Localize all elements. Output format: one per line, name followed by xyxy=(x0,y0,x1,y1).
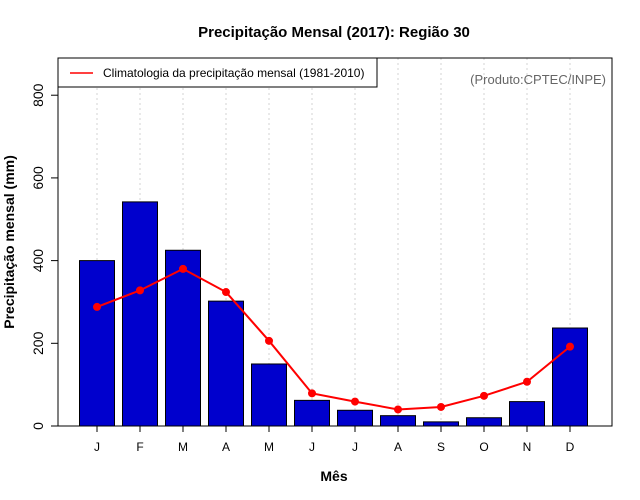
bar-f-2 xyxy=(122,201,158,427)
y-axis: 0 200 400 600 800 xyxy=(30,58,59,430)
y-tick-label: 800 xyxy=(30,83,46,107)
bar-a-8 xyxy=(380,415,416,427)
x-tick-label: N xyxy=(523,440,532,454)
climatology-point-11 xyxy=(523,377,531,386)
x-tick-label: J xyxy=(94,440,100,454)
x-tick-label: J xyxy=(309,440,315,454)
climatology-point-4 xyxy=(222,288,230,297)
x-tick-label: A xyxy=(222,440,230,454)
x-tick-label: S xyxy=(437,440,445,454)
bar-j-7 xyxy=(337,409,373,427)
climatology-point-3 xyxy=(179,264,187,273)
climatology-point-6 xyxy=(308,389,316,398)
climatology-point-2 xyxy=(136,286,144,295)
bar-n-11 xyxy=(509,401,545,427)
x-tick-label: M xyxy=(264,440,274,454)
climatology-point-1 xyxy=(93,302,101,311)
bar-m-3 xyxy=(165,249,201,427)
bar-o-10 xyxy=(466,417,502,427)
bar-series xyxy=(79,201,588,427)
bar-a-4 xyxy=(208,300,244,427)
x-tick-label: M xyxy=(178,440,188,454)
climatology-point-7 xyxy=(351,397,359,406)
climatology-line xyxy=(96,267,571,411)
climatology-point-10 xyxy=(480,391,488,400)
climatology-point-8 xyxy=(394,405,402,414)
bar-s-9 xyxy=(423,421,459,427)
x-tick-label: D xyxy=(566,440,575,454)
chart-title: Precipitação Mensal (2017): Região 30 xyxy=(198,24,470,41)
legend-box xyxy=(57,57,378,88)
y-tick-label: 600 xyxy=(30,166,46,190)
x-tick-label: O xyxy=(479,440,488,454)
bar-j-1 xyxy=(79,260,115,427)
x-tick-label: A xyxy=(394,440,402,454)
source-annotation: (Produto:CPTEC/INPE) xyxy=(470,72,606,87)
y-axis-label: Precipitação mensal (mm) xyxy=(1,155,17,329)
x-tick-label: F xyxy=(136,440,143,454)
climatology-point-5 xyxy=(265,336,273,345)
legend-label: Climatologia da precipitação mensal (198… xyxy=(103,66,364,80)
y-tick-label: 200 xyxy=(30,331,46,355)
legend: Climatologia da precipitação mensal (198… xyxy=(57,57,378,88)
bar-j-6 xyxy=(294,399,330,427)
x-tick-label: J xyxy=(352,440,358,454)
climatology-line-series xyxy=(93,264,574,414)
climatology-point-9 xyxy=(437,402,445,411)
bar-m-5 xyxy=(251,363,287,427)
climatology-point-12 xyxy=(566,342,574,351)
y-tick-label: 0 xyxy=(30,422,46,430)
y-tick-label: 400 xyxy=(30,249,46,273)
x-axis-label: Mês xyxy=(320,468,347,484)
